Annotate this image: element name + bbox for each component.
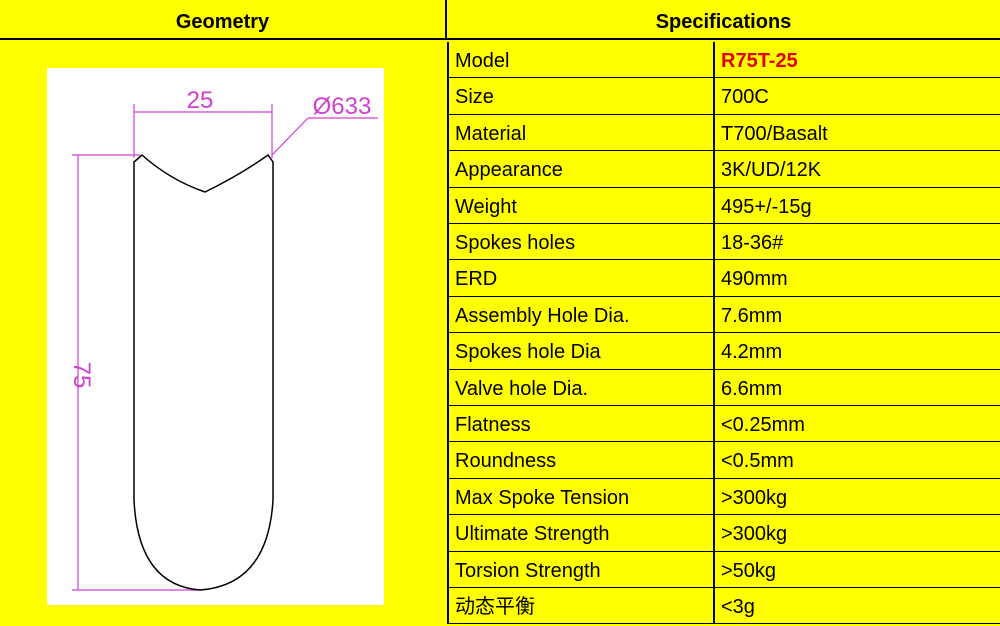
spec-row: Assembly Hole Dia. 7.6mm: [447, 296, 1000, 334]
spec-name: 动态平衡: [447, 588, 715, 624]
spec-name: Appearance: [447, 151, 715, 187]
spec-name: Spokes holes: [447, 224, 715, 260]
spec-row: Flatness <0.25mm: [447, 406, 1000, 443]
diameter-label: Ø633: [313, 93, 372, 120]
spec-name: Assembly Hole Dia.: [447, 296, 715, 333]
spec-value: >50kg: [721, 559, 777, 582]
spec-row: Ultimate Strength >300kg: [447, 515, 1000, 552]
spec-row: Appearance 3K/UD/12K: [447, 151, 1000, 188]
spec-name: Weight: [447, 187, 715, 223]
spec-name: Torsion Strength: [447, 551, 715, 587]
spec-value: >300kg: [721, 523, 788, 546]
drawing-area: [47, 68, 384, 605]
spec-name: Model: [447, 42, 715, 78]
spec-row: Spokes hole Dia 4.2mm: [447, 333, 1000, 370]
depth-label: 75: [68, 362, 95, 389]
spec-value: 490mm: [721, 268, 788, 291]
spec-value: 18-36#: [721, 232, 784, 254]
spec-row: Max Spoke Tension >300kg: [447, 478, 1000, 516]
spec-value: <0.5mm: [721, 450, 794, 473]
spec-name: Ultimate Strength: [447, 515, 715, 551]
spec-row: Valve hole Dia. 6.6mm: [447, 369, 1000, 406]
spec-name: Spokes hole Dia: [447, 333, 715, 369]
spec-row: Torsion Strength >50kg: [447, 551, 1000, 588]
spec-name: Max Spoke Tension: [447, 478, 715, 515]
spec-row: Weight 495+/-15g: [447, 187, 1000, 224]
spec-row: 动态平衡 <3g: [447, 588, 1000, 625]
width-label: 25: [187, 87, 214, 114]
spec-value: <0.25mm: [721, 414, 805, 436]
spec-value: >300kg: [721, 486, 788, 509]
spec-name: Material: [447, 114, 715, 151]
dimension-lines: [72, 104, 378, 591]
header-specifications: Specifications: [447, 0, 1000, 40]
spec-row: Size 700C: [447, 78, 1000, 115]
spec-name: ERD: [447, 260, 715, 296]
spec-row: Model R75T-25: [447, 42, 1000, 79]
spec-value: <3g: [721, 596, 755, 618]
rim-profile: [133, 153, 274, 591]
spec-name: Roundness: [447, 442, 715, 478]
spec-value: R75T-25: [721, 50, 798, 72]
spec-value: 6.6mm: [721, 377, 783, 400]
spec-row: ERD 490mm: [447, 260, 1000, 297]
spec-name: Size: [447, 78, 715, 114]
spec-row: Material T700/Basalt: [447, 114, 1000, 152]
header-geometry: Geometry: [0, 0, 447, 40]
spec-value: 495+/-15g: [721, 195, 812, 218]
geometry-drawing: 25 Ø633 75: [47, 68, 384, 605]
spec-row: Roundness <0.5mm: [447, 442, 1000, 479]
spec-value: 7.6mm: [721, 304, 783, 327]
spec-value: 700C: [721, 86, 769, 109]
spec-value: 4.2mm: [721, 341, 783, 364]
spec-name: Flatness: [447, 406, 715, 442]
spec-name: Valve hole Dia.: [447, 369, 715, 405]
spec-value: T700/Basalt: [721, 122, 828, 145]
spec-value: 3K/UD/12K: [721, 159, 822, 182]
spec-row: Spokes holes 18-36#: [447, 224, 1000, 261]
